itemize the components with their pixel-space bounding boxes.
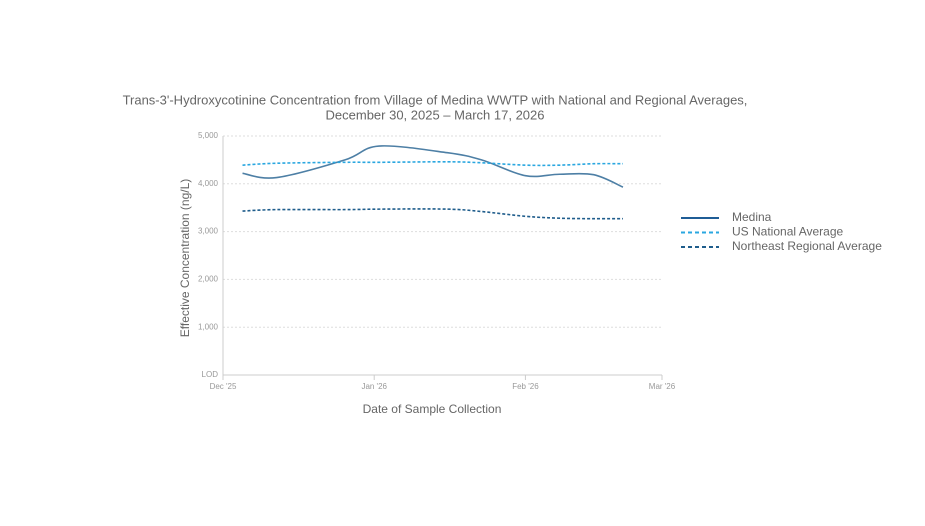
legend-label: Medina — [732, 210, 772, 224]
y-tick-label: 1,000 — [198, 322, 219, 331]
x-tick-label: Jan '26 — [361, 382, 387, 391]
series-line — [242, 145, 624, 188]
x-tick-label: Mar '26 — [649, 382, 676, 391]
series-line — [242, 208, 623, 220]
y-tick-label: 4,000 — [198, 179, 219, 188]
chart-title: Trans-3'-Hydroxycotinine Concentration f… — [123, 92, 748, 107]
x-tick-label: Feb '26 — [512, 382, 539, 391]
y-axis-label: Effective Concentration (ng/L) — [178, 179, 192, 338]
legend-label: Northeast Regional Average — [732, 239, 882, 253]
legend-label: US National Average — [732, 225, 844, 239]
y-tick-label: 5,000 — [198, 131, 219, 140]
y-tick-label: LOD — [202, 370, 219, 379]
chart-subtitle: December 30, 2025 – March 17, 2026 — [326, 107, 545, 122]
x-axis-label: Date of Sample Collection — [363, 402, 502, 416]
series-line — [242, 161, 623, 167]
y-tick-label: 2,000 — [198, 275, 219, 284]
x-tick-label: Dec '25 — [210, 382, 237, 391]
y-tick-label: 3,000 — [198, 227, 219, 236]
